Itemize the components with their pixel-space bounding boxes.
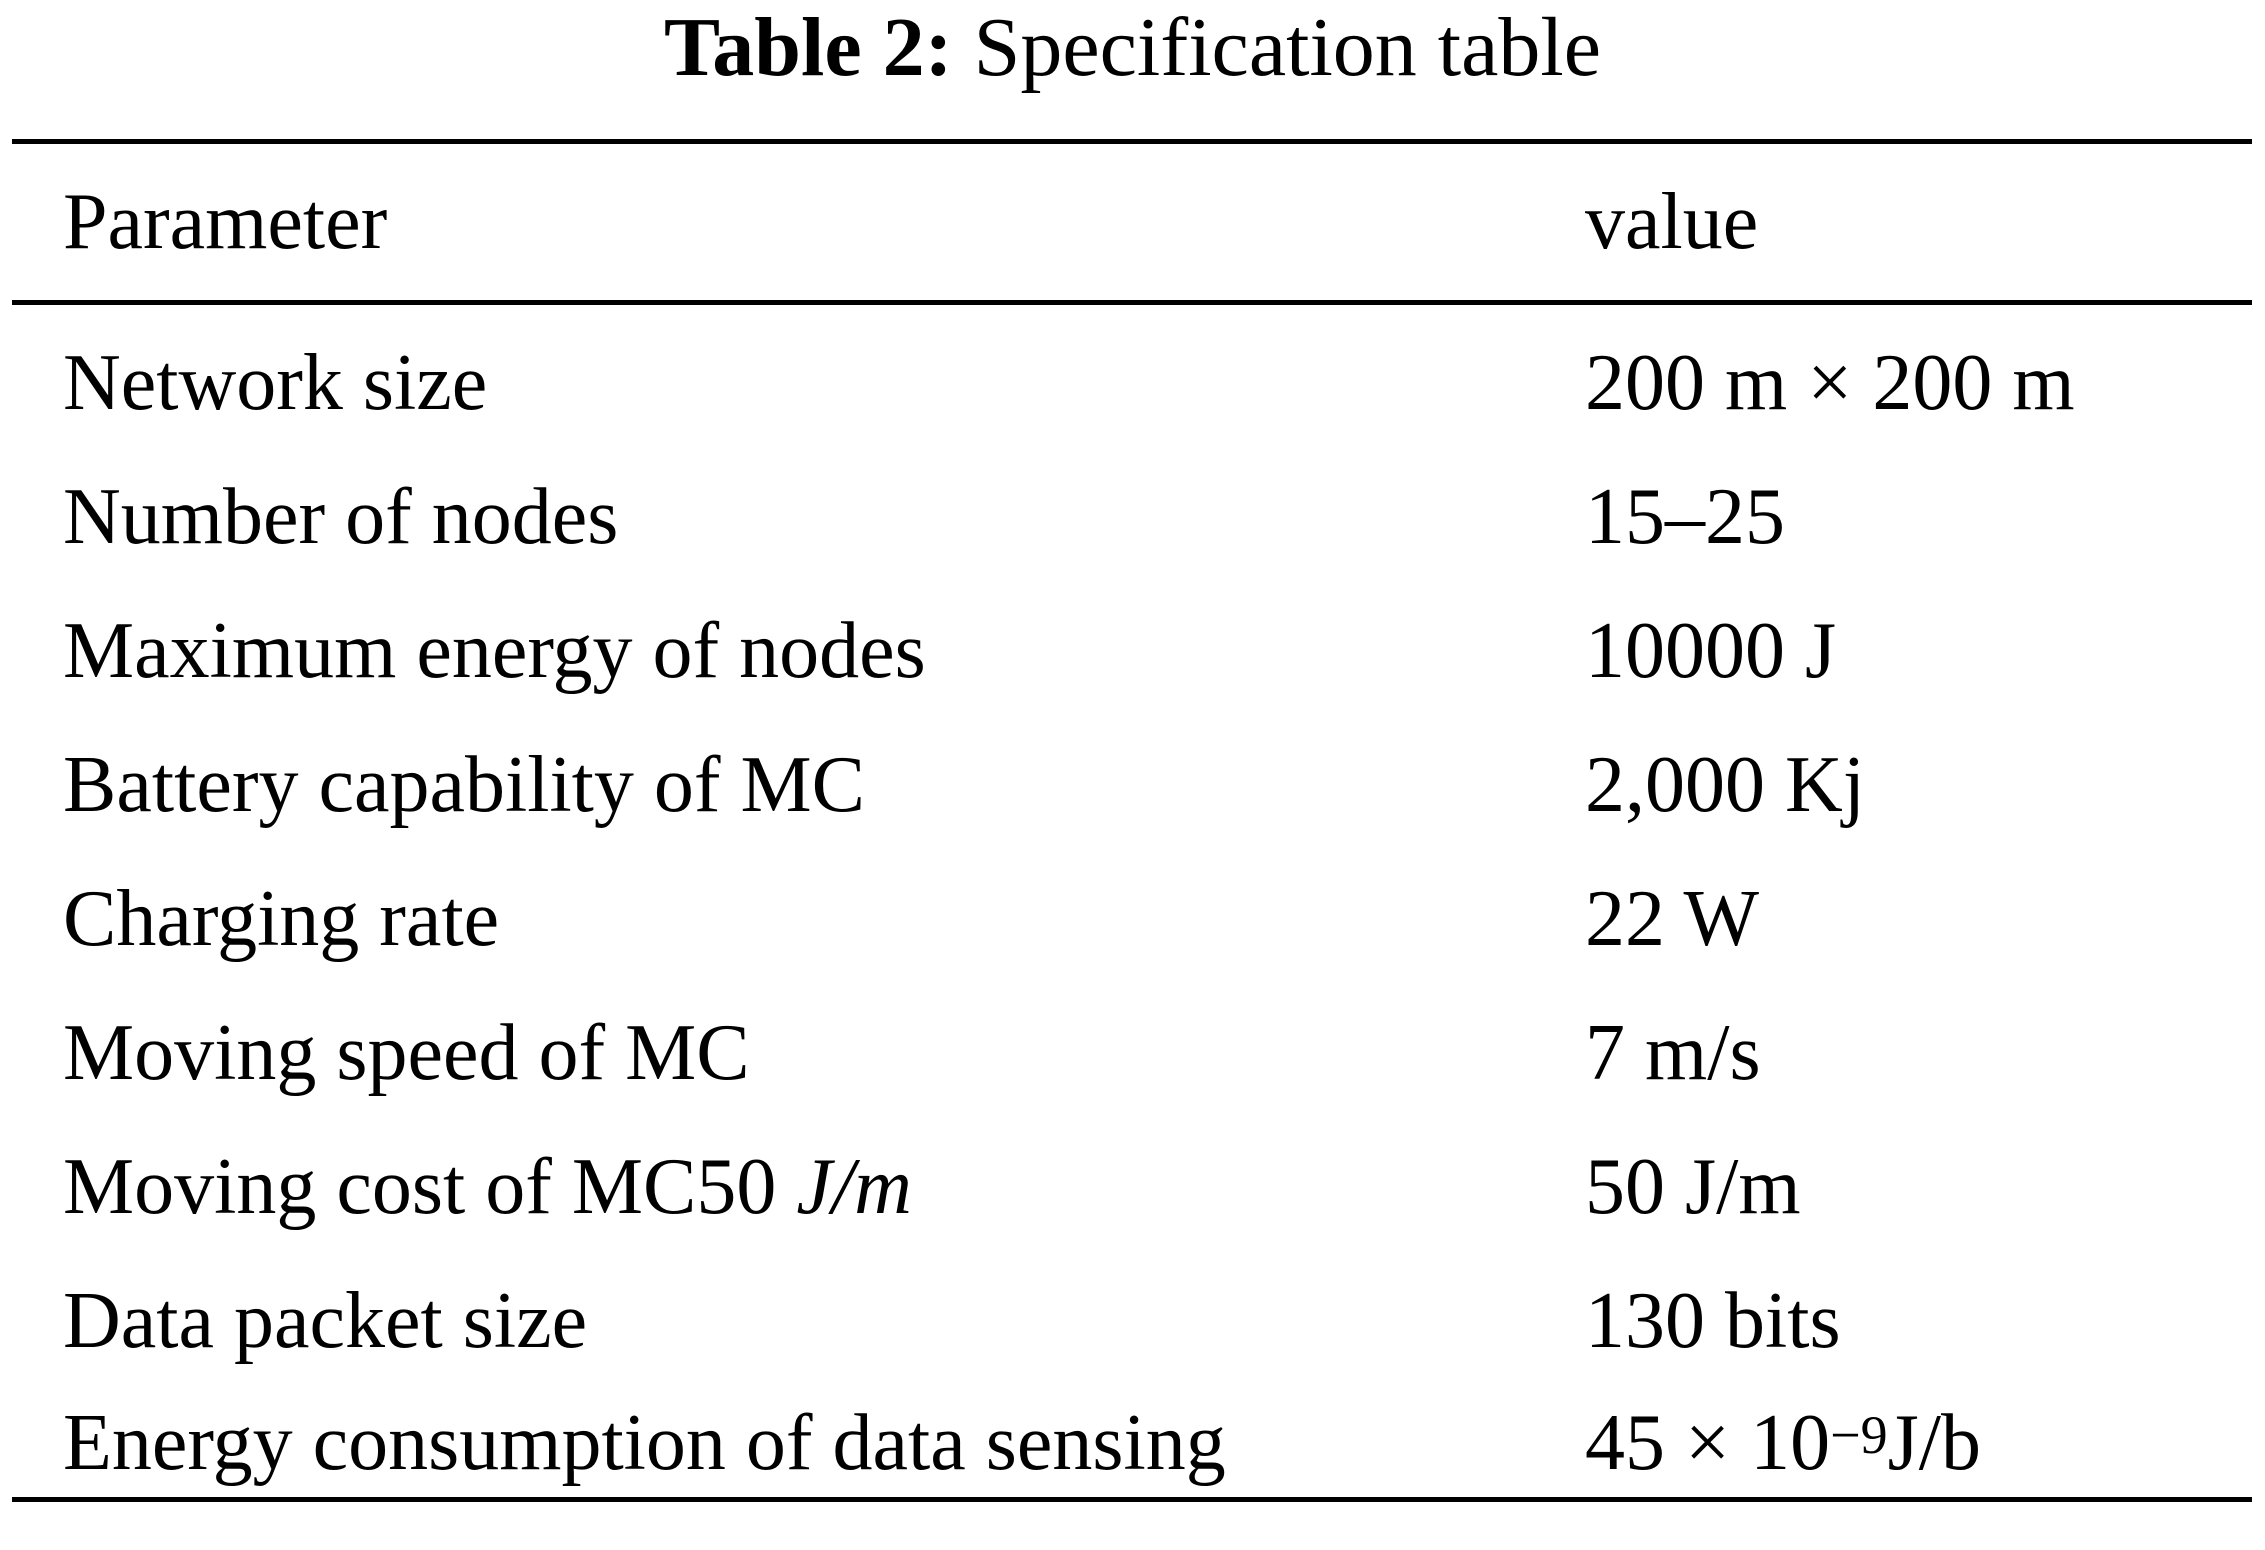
row-parameter: Moving speed of MC <box>63 1008 750 1097</box>
table-row: Data packet size 130 bits <box>0 1254 2265 1388</box>
row-value: 15–25 <box>1585 472 1785 561</box>
table-bottom-rule <box>12 1497 2252 1502</box>
row-parameter-text: Moving cost of MC50 <box>63 1142 777 1231</box>
row-value-base: 45 × 10 <box>1585 1398 1831 1487</box>
row-parameter: Data packet size <box>63 1276 588 1365</box>
row-value: 45 × 10 −9 J/b <box>1585 1398 1981 1487</box>
table-row: Moving speed of MC 7 m/s <box>0 986 2265 1120</box>
row-parameter: Maximum energy of nodes <box>63 606 926 695</box>
table-row: Energy consumption of data sensing 45 × … <box>0 1388 2265 1498</box>
row-parameter: Battery capability of MC <box>63 740 866 829</box>
row-value: 2,000 Kj <box>1585 740 1865 829</box>
row-parameter: Charging rate <box>63 874 500 963</box>
table-top-rule <box>12 139 2252 144</box>
table-row: Number of nodes 15–25 <box>0 450 2265 584</box>
header-value: value <box>1585 178 1759 266</box>
row-value: 10000 J <box>1585 606 1837 695</box>
header-parameter: Parameter <box>63 178 388 266</box>
row-value-suffix: J/b <box>1887 1398 1981 1487</box>
table-row: Maximum energy of nodes 10000 J <box>0 584 2265 718</box>
table-row: Battery capability of MC 2,000 Kj <box>0 718 2265 852</box>
table-caption: Table 2: Specification table <box>0 0 2265 100</box>
table-header-row: Parameter value <box>0 155 2265 289</box>
row-value: 22 W <box>1585 874 1760 963</box>
row-value: 130 bits <box>1585 1276 1841 1365</box>
table-caption-label: Table 2: <box>663 1 953 94</box>
table-row: Moving cost of MC50 J/m 50 J/m <box>0 1120 2265 1254</box>
row-parameter-unit: J/m <box>796 1142 912 1231</box>
row-value: 50 J/m <box>1585 1142 1801 1231</box>
row-value: 7 m/s <box>1585 1008 1761 1097</box>
row-parameter: Energy consumption of data sensing <box>63 1398 1226 1487</box>
row-parameter: Network size <box>63 338 488 427</box>
row-value: 200 m × 200 m <box>1585 338 2075 427</box>
table-header-rule <box>12 300 2252 305</box>
table-row: Charging rate 22 W <box>0 852 2265 986</box>
row-parameter: Number of nodes <box>63 472 619 561</box>
table-caption-text: Specification table <box>973 1 1602 94</box>
table-row: Network size 200 m × 200 m <box>0 316 2265 450</box>
row-parameter: Moving cost of MC50 J/m <box>63 1120 912 1254</box>
